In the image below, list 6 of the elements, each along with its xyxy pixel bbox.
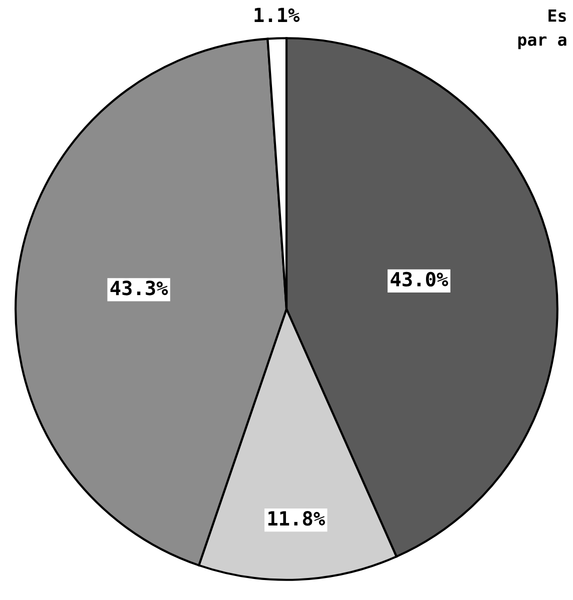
data-label: 43.3%: [110, 280, 168, 296]
text: Es: [548, 10, 566, 22]
text: par a: [518, 36, 566, 50]
data-label: 11.8%: [268, 511, 325, 526]
data-label: 43.0%: [390, 272, 448, 287]
data-label: 1.1%: [254, 8, 300, 22]
